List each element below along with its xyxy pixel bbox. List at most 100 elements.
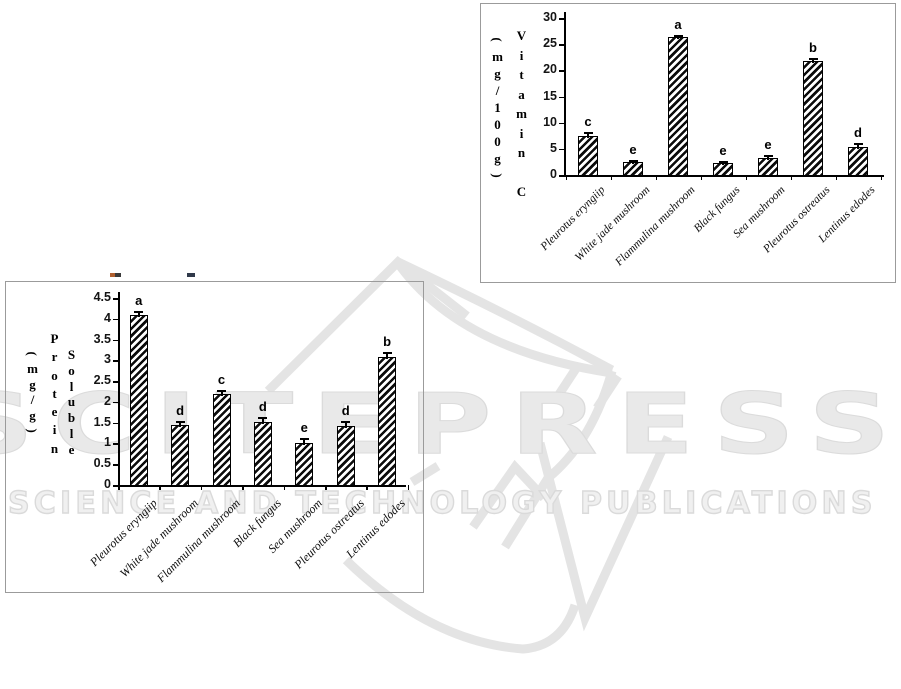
error-cap bbox=[718, 161, 728, 164]
x-tick bbox=[118, 485, 120, 490]
error-bar bbox=[344, 422, 347, 428]
x-tick bbox=[242, 485, 244, 490]
bar bbox=[295, 443, 314, 486]
y-axis-title-char: o bbox=[51, 367, 58, 383]
logo-accent-3 bbox=[409, 462, 441, 486]
y-axis-title-char: o bbox=[68, 362, 75, 378]
y-axis-title-char: a bbox=[518, 86, 525, 102]
x-tick bbox=[610, 175, 612, 180]
y-tick bbox=[113, 360, 118, 362]
error-bar bbox=[722, 162, 724, 166]
y-axis-title-char: n bbox=[517, 145, 526, 160]
x-tick bbox=[325, 485, 327, 490]
sig-letter: e bbox=[719, 143, 727, 159]
y-tick-label: 5 bbox=[550, 140, 557, 155]
y-tick bbox=[113, 485, 118, 487]
sig-letter: d bbox=[176, 402, 185, 418]
y-axis-title-char: m bbox=[516, 106, 527, 121]
y-tick-label: 0 bbox=[550, 167, 557, 181]
x-tick bbox=[700, 175, 702, 180]
y-axis-title-char: P bbox=[50, 331, 59, 346]
y-axis-title-column: (m g/1 0 0 g) bbox=[489, 31, 506, 184]
y-axis-title-char: C bbox=[516, 184, 527, 199]
x-tick bbox=[655, 175, 657, 180]
y-tick-label: 20 bbox=[543, 62, 557, 77]
x-tick bbox=[745, 175, 747, 180]
y-tick-label: 4 bbox=[104, 310, 111, 325]
x-axis bbox=[564, 175, 884, 177]
watermark-scitepress-text: SCITEPRESS bbox=[0, 375, 901, 473]
y-tick-label: 25 bbox=[543, 36, 557, 51]
y-axis-title-char: e bbox=[68, 441, 75, 457]
clipped-text-fragment bbox=[187, 273, 195, 277]
bar bbox=[623, 161, 643, 176]
y-tick bbox=[559, 122, 564, 125]
y-tick-label: 1 bbox=[104, 435, 111, 450]
bar bbox=[803, 61, 823, 176]
watermark-publisher-text: SCIENCE AND TECHNOLOGY PUBLICATIONS bbox=[7, 486, 877, 521]
sig-letter: e bbox=[629, 142, 637, 158]
y-axis-title-char: ) bbox=[490, 173, 505, 178]
y-tick-label: 2 bbox=[104, 393, 111, 408]
y-axis-title-char: i bbox=[519, 125, 524, 141]
y-tick-label: 10 bbox=[543, 114, 557, 129]
error-bar bbox=[677, 36, 679, 40]
error-bar bbox=[261, 417, 264, 424]
error-cap bbox=[628, 160, 638, 163]
sig-letter: b bbox=[383, 334, 392, 350]
error-cap bbox=[258, 416, 268, 419]
y-tick-label: 3 bbox=[104, 352, 111, 367]
x-tick bbox=[159, 485, 161, 490]
error-cap bbox=[853, 142, 863, 145]
error-bar bbox=[220, 391, 223, 397]
x-tick bbox=[200, 485, 203, 490]
logo-accent-2 bbox=[593, 373, 622, 411]
y-tick bbox=[113, 464, 118, 466]
y-axis-title-char: n bbox=[50, 440, 59, 456]
logo-upper-curve bbox=[396, 257, 615, 374]
y-tick-label: 2.5 bbox=[93, 373, 111, 388]
y-axis-title-char: m bbox=[492, 49, 503, 64]
sig-letter: b bbox=[809, 39, 817, 55]
error-cap bbox=[341, 421, 351, 424]
y-tick-label: 4.5 bbox=[93, 290, 111, 304]
category-label-text: Flammulina mushroom bbox=[613, 184, 698, 269]
error-cap bbox=[583, 132, 593, 135]
error-bar bbox=[587, 133, 589, 138]
y-tick bbox=[559, 96, 564, 98]
y-tick-label: 3.5 bbox=[93, 331, 111, 346]
y-axis-title-column: (m g / g) bbox=[24, 346, 41, 438]
y-axis-title-char: / bbox=[495, 83, 500, 98]
y-axis-title-char: l bbox=[69, 425, 74, 441]
y-axis-title-char: g bbox=[494, 66, 501, 81]
error-bar bbox=[632, 161, 634, 164]
y-axis-title-char bbox=[513, 163, 530, 183]
logo-small-peak bbox=[469, 459, 548, 530]
x-tick bbox=[790, 175, 792, 180]
y-axis-title-char: g bbox=[29, 376, 36, 392]
y-axis-title-char: l bbox=[69, 378, 74, 394]
y-tick bbox=[559, 70, 564, 72]
y-axis-title-char: r bbox=[51, 349, 58, 365]
sig-letter: c bbox=[584, 114, 592, 130]
bar bbox=[212, 394, 231, 486]
y-tick bbox=[559, 44, 564, 46]
y-axis-title-char: u bbox=[67, 394, 76, 410]
bar bbox=[336, 425, 355, 486]
bar bbox=[848, 146, 868, 176]
y-axis-title-char: 0 bbox=[494, 134, 501, 149]
y-axis-title-char: ( bbox=[490, 37, 505, 42]
error-cap bbox=[175, 420, 185, 423]
vitamin-c-chart: 0 5 10 15 20 25 30 c Pleurotus eryngiip e White ja… bbox=[480, 3, 896, 283]
sig-letter: d bbox=[854, 124, 862, 140]
bar bbox=[253, 421, 272, 486]
y-tick bbox=[113, 422, 118, 425]
y-axis bbox=[564, 12, 566, 177]
x-tick bbox=[565, 175, 567, 180]
bar bbox=[758, 157, 778, 176]
y-tick bbox=[113, 381, 118, 383]
y-axis-title-char: g bbox=[29, 407, 36, 423]
